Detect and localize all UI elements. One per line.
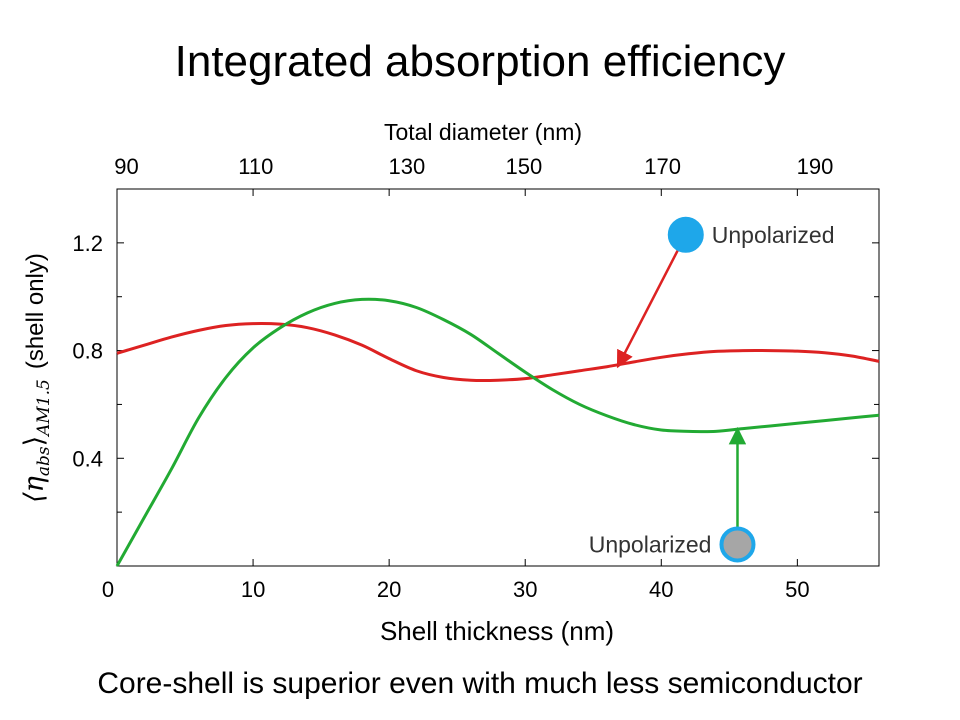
y-label-sub-am: AM1.5 <box>34 379 54 438</box>
svg-text:⟨ηabs⟩AM1.5(shell only): ⟨ηabs⟩AM1.5 (shell only) <box>19 253 54 503</box>
unpolarized-marker-blue <box>667 216 704 253</box>
slide-caption: Core-shell is superior even with much le… <box>97 667 863 700</box>
y-label-bracket: ⟩ <box>19 436 50 447</box>
x-tick-label: 10 <box>241 577 265 602</box>
slide-title: Integrated absorption efficiency <box>174 37 786 86</box>
x-tick-label: 20 <box>377 577 401 602</box>
x2-tick-label: 90 <box>114 154 138 179</box>
x2-axis-label: Total diameter (nm) <box>384 119 582 145</box>
unpolarized-marker-gray <box>719 526 756 563</box>
y-label-eta: ⟨η <box>19 476 50 503</box>
y-tick-label: 1.2 <box>72 231 103 256</box>
x2-tick-label: 190 <box>797 154 834 179</box>
red-series-line <box>116 322 880 382</box>
green-series-line <box>115 297 880 567</box>
plot-frame <box>116 188 880 567</box>
x-axis-label: Shell thickness (nm) <box>380 616 614 646</box>
annotation-label: Unpolarized <box>712 222 835 248</box>
y-label-sub-abs: abs <box>34 446 54 476</box>
x2-tick-label: 110 <box>238 154 273 179</box>
annotation-arrow <box>616 234 687 369</box>
x-tick-label: 0 <box>102 577 114 602</box>
y-axis-label: ⟨ηabs⟩AM1.5 (shell only) <box>19 253 54 503</box>
x-tick-label: 50 <box>785 577 809 602</box>
y-tick-label: 0.4 <box>72 446 103 471</box>
x-tick-label: 40 <box>649 577 673 602</box>
y-tick-label: 0.8 <box>72 339 103 364</box>
y-label-suffix: (shell only) <box>22 253 49 369</box>
x2-tick-label: 170 <box>644 154 681 179</box>
annotation-label: Unpolarized <box>589 531 712 557</box>
x2-tick-label: 150 <box>505 154 542 179</box>
x2-tick-label: 130 <box>388 154 425 179</box>
x-tick-label: 30 <box>513 577 537 602</box>
